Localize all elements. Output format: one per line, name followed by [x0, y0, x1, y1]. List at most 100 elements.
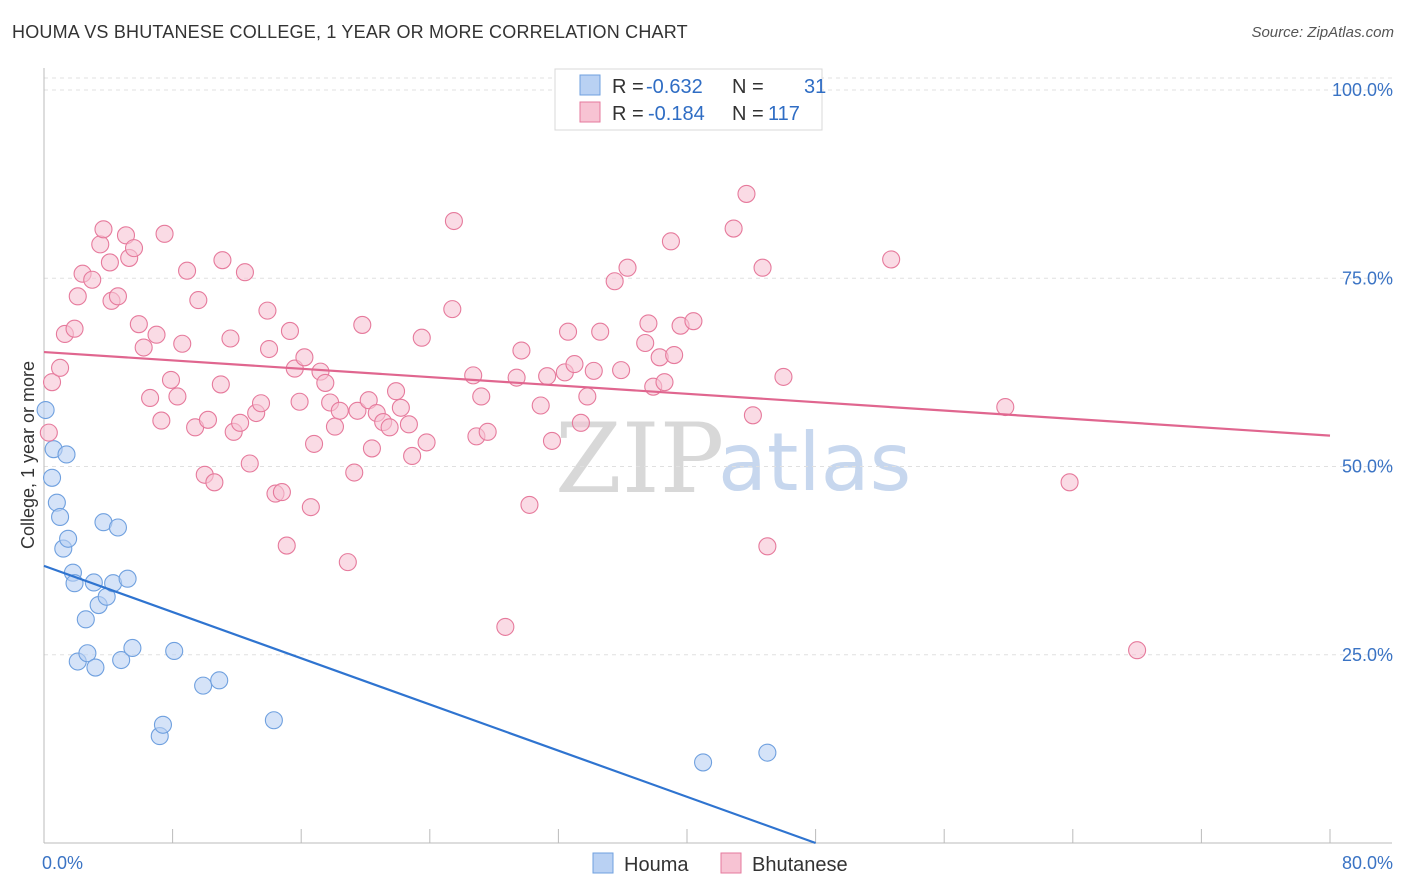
- point-bhutanese-41: [259, 339, 279, 359]
- point-bhutanese-111: [1060, 473, 1079, 492]
- y-axis-label: College, 1 year or more: [18, 361, 38, 549]
- point-bhutanese-18: [141, 388, 160, 408]
- point-bhutanese-81: [531, 396, 550, 415]
- point-bhutanese-32: [213, 251, 232, 270]
- bottom-legend-houma: Houma: [624, 854, 689, 876]
- point-houma-20: [112, 650, 131, 670]
- point-bhutanese-75: [472, 387, 491, 406]
- point-houma-30: [758, 743, 777, 762]
- point-bhutanese-109: [882, 250, 901, 269]
- trend-line-bhutanese: [43, 350, 1331, 437]
- point-bhutanese-68: [403, 446, 422, 466]
- y-tick-label-50: 50.0%: [1342, 457, 1393, 477]
- point-bhutanese-52: [316, 373, 335, 392]
- point-houma-1: [42, 468, 62, 487]
- legend-n-value-bhutanese: 117: [768, 103, 800, 125]
- point-houma-28: [264, 711, 283, 730]
- point-bhutanese-27: [189, 291, 208, 310]
- point-bhutanese-43: [272, 483, 291, 502]
- point-bhutanese-67: [399, 415, 418, 434]
- point-bhutanese-89: [584, 361, 603, 380]
- point-bhutanese-82: [538, 367, 557, 386]
- bottom-legend-swatch-houma: [592, 852, 614, 874]
- point-bhutanese-88: [578, 387, 597, 406]
- point-bhutanese-0: [39, 423, 58, 442]
- point-houma-24: [153, 715, 173, 734]
- point-bhutanese-33: [221, 329, 240, 348]
- point-bhutanese-69: [412, 328, 431, 347]
- point-bhutanese-105: [743, 406, 762, 425]
- point-bhutanese-71: [443, 300, 462, 319]
- legend-swatch-houma: [579, 74, 601, 96]
- y-tick-label-75: 75.0%: [1342, 268, 1393, 288]
- series-houma: [36, 400, 777, 772]
- legend-box: R = -0.632 N = 31 R = -0.184 N = 117: [554, 68, 826, 131]
- point-bhutanese-61: [362, 439, 381, 458]
- point-bhutanese-19: [147, 325, 166, 344]
- point-bhutanese-95: [639, 314, 658, 333]
- trend-lines: [43, 350, 1331, 845]
- bottom-legend-bhutanese: Bhutanese: [752, 854, 848, 876]
- point-houma-26: [194, 676, 213, 695]
- point-bhutanese-2: [51, 358, 70, 377]
- point-bhutanese-36: [235, 263, 254, 282]
- point-bhutanese-30: [205, 473, 224, 492]
- point-bhutanese-8: [91, 235, 110, 254]
- legend-r-label-houma: R =: [612, 76, 644, 98]
- point-bhutanese-64: [380, 418, 399, 437]
- bottom-legend: Houma Bhutanese: [592, 852, 848, 876]
- point-bhutanese-24: [173, 334, 192, 353]
- point-bhutanese-77: [496, 617, 515, 636]
- point-bhutanese-59: [353, 315, 372, 334]
- point-bhutanese-17: [134, 338, 153, 357]
- point-bhutanese-10: [100, 253, 119, 272]
- point-bhutanese-112: [1128, 641, 1147, 660]
- bottom-legend-swatch-bhutanese: [720, 852, 742, 874]
- point-bhutanese-98: [655, 373, 674, 392]
- point-bhutanese-39: [251, 394, 271, 413]
- point-bhutanese-20: [152, 411, 171, 430]
- point-bhutanese-110: [996, 397, 1015, 417]
- point-bhutanese-65: [386, 382, 406, 401]
- point-bhutanese-94: [636, 333, 655, 353]
- point-bhutanese-50: [305, 434, 324, 453]
- y-tick-label-100: 100.0%: [1332, 80, 1393, 100]
- point-houma-12: [78, 644, 97, 663]
- point-bhutanese-104: [737, 184, 756, 203]
- point-bhutanese-1: [42, 373, 62, 392]
- point-bhutanese-21: [155, 224, 174, 243]
- point-bhutanese-76: [478, 422, 497, 441]
- source-label: Source: ZipAtlas.com: [1251, 24, 1394, 41]
- point-bhutanese-80: [520, 495, 539, 514]
- x-tick-label-min: 0.0%: [42, 853, 83, 873]
- point-houma-11: [76, 610, 95, 629]
- point-houma-19: [108, 518, 127, 537]
- point-bhutanese-23: [168, 387, 187, 406]
- point-bhutanese-101: [684, 312, 703, 331]
- point-bhutanese-102: [661, 232, 680, 251]
- legend-swatch-bhutanese: [579, 101, 601, 123]
- x-tick-label-max: 80.0%: [1342, 853, 1393, 873]
- point-houma-22: [123, 638, 142, 658]
- point-bhutanese-83: [542, 431, 562, 450]
- point-houma-27: [210, 671, 229, 690]
- point-bhutanese-12: [108, 287, 127, 306]
- point-bhutanese-31: [211, 375, 230, 394]
- point-bhutanese-4: [65, 319, 84, 338]
- point-bhutanese-9: [94, 220, 113, 239]
- point-houma-4: [51, 507, 70, 527]
- point-bhutanese-47: [290, 392, 309, 411]
- trend-line-houma: [43, 564, 816, 845]
- point-bhutanese-40: [258, 301, 277, 320]
- point-bhutanese-35: [231, 413, 250, 432]
- legend-n-label-houma: N =: [732, 76, 764, 98]
- point-houma-6: [57, 445, 76, 464]
- point-bhutanese-58: [348, 401, 367, 420]
- legend-r-label-bhutanese: R =: [612, 103, 644, 125]
- chart-title: HOUMA VS BHUTANESE COLLEGE, 1 YEAR OR MO…: [12, 22, 688, 42]
- point-bhutanese-7: [83, 270, 102, 289]
- point-houma-13: [84, 573, 103, 592]
- point-bhutanese-13: [116, 226, 136, 245]
- point-bhutanese-93: [618, 258, 637, 277]
